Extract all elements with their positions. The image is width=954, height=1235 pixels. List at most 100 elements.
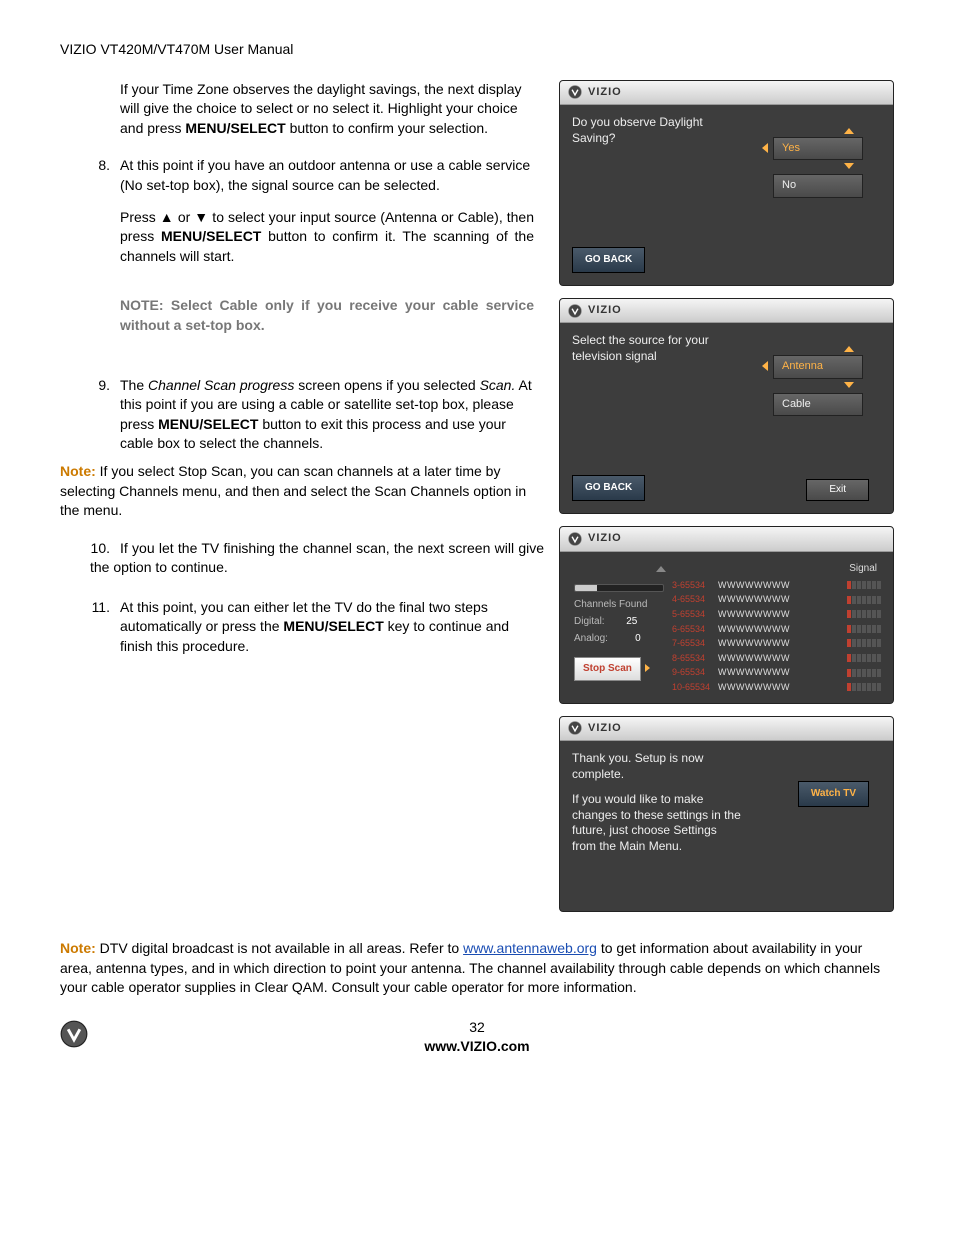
- text: The: [120, 377, 148, 393]
- option-antenna[interactable]: Antenna: [773, 355, 863, 378]
- channel-number: 10-65534: [672, 681, 712, 694]
- option-label: Yes: [782, 142, 800, 154]
- vizio-logo-icon: [568, 85, 582, 99]
- watch-tv-button[interactable]: Watch TV: [798, 781, 869, 807]
- vizio-footer-logo-icon: [60, 1020, 88, 1054]
- footer-url: www.VIZIO.com: [424, 1037, 529, 1057]
- note-text: DTV digital broadcast is not available i…: [96, 940, 463, 956]
- page-number: 32: [424, 1018, 529, 1038]
- vizio-logo-icon: [568, 721, 582, 735]
- channel-row: 5-65534WWWWWWWW: [668, 607, 885, 622]
- channels-found-label: Channels Found: [574, 598, 662, 612]
- page-footer: 32 www.VIZIO.com: [60, 1018, 894, 1057]
- signal-bars: [847, 581, 881, 589]
- channel-list: 3-65534WWWWWWWW4-65534WWWWWWWW5-65534WWW…: [668, 578, 885, 695]
- stop-scan-button[interactable]: Stop Scan: [574, 657, 641, 681]
- option-no[interactable]: No: [773, 174, 863, 197]
- vizio-logo-icon: [568, 304, 582, 318]
- menu-select-text: MENU/SELECT: [283, 618, 383, 634]
- go-back-button[interactable]: GO BACK: [572, 247, 645, 273]
- complete-text: Thank you. Setup is now complete.: [572, 751, 742, 782]
- option-yes[interactable]: Yes: [773, 137, 863, 160]
- channel-number: 7-65534: [672, 637, 712, 650]
- step-text: At this point if you have an outdoor ant…: [120, 156, 534, 195]
- channel-name: WWWWWWWW: [718, 666, 841, 679]
- channel-name: WWWWWWWW: [718, 652, 841, 665]
- brand-text: VIZIO: [588, 303, 622, 318]
- screenshot-daylight: VIZIO Do you observe Daylight Saving? Ye…: [559, 80, 894, 286]
- channel-row: 10-65534 WWWWWWWW: [668, 680, 885, 695]
- analog-label: Analog:: [574, 633, 608, 644]
- arrow-up-icon: [844, 346, 854, 352]
- note-stop-scan: Note: If you select Stop Scan, you can s…: [60, 462, 544, 521]
- bottom-note: Note: DTV digital broadcast is not avail…: [60, 939, 894, 998]
- channel-name: WWWWWWWW: [718, 681, 841, 694]
- channel-row: 8-65534 WWWWWWWW: [668, 651, 885, 666]
- arrow-down-icon: [844, 382, 854, 388]
- arrow-up-icon: [844, 128, 854, 134]
- text: button to confirm your selection.: [286, 120, 488, 136]
- screenshot-scan: VIZIO Signal Channels Found Digital: 25 …: [559, 526, 894, 703]
- vizio-logo-icon: [568, 532, 582, 546]
- option-label: Antenna: [782, 360, 823, 372]
- stop-scan-label: Stop Scan: [583, 663, 632, 674]
- scan-status-panel: Channels Found Digital: 25 Analog: 0 Sto…: [568, 578, 668, 695]
- signal-bars: [847, 610, 881, 618]
- option-label: Cable: [782, 398, 811, 410]
- step-number: 10.: [90, 539, 120, 559]
- channel-name: WWWWWWWW: [718, 623, 841, 636]
- screen-header: VIZIO: [560, 81, 893, 105]
- arrow-up-icon: [656, 566, 666, 572]
- note-label: Note:: [60, 940, 96, 956]
- step-9: 9. The Channel Scan progress screen open…: [60, 376, 544, 454]
- channel-number: 3-65534: [672, 579, 712, 592]
- signal-bars: [847, 596, 881, 604]
- option-label: No: [782, 179, 796, 191]
- note-text: If you select Stop Scan, you can scan ch…: [60, 463, 526, 518]
- right-column: VIZIO Do you observe Daylight Saving? Ye…: [559, 80, 894, 924]
- signal-bars: [847, 683, 881, 691]
- option-cable[interactable]: Cable: [773, 393, 863, 416]
- arrow-down-icon: [844, 163, 854, 169]
- menu-select-text: MENU/SELECT: [185, 120, 285, 136]
- channel-number: 8-65534: [672, 652, 712, 665]
- signal-label: Signal: [849, 562, 877, 576]
- exit-button[interactable]: Exit: [806, 479, 869, 501]
- menu-select-text: MENU/SELECT: [158, 416, 258, 432]
- channel-number: 4-65534: [672, 593, 712, 606]
- digital-value: 25: [607, 615, 637, 629]
- step-text: The Channel Scan progress screen opens i…: [120, 376, 544, 454]
- channel-name: WWWWWWWW: [718, 593, 841, 606]
- analog-value: 0: [611, 632, 641, 646]
- complete-text-2: If you would like to make changes to the…: [572, 792, 742, 854]
- step-number: 8.: [90, 156, 120, 335]
- channel-number: 5-65534: [672, 608, 712, 621]
- signal-bars: [847, 639, 881, 647]
- signal-bars: [847, 669, 881, 677]
- screen-header: VIZIO: [560, 299, 893, 323]
- arrow-left-icon: [762, 361, 768, 371]
- brand-text: VIZIO: [588, 721, 622, 736]
- channel-row: 6-65534 WWWWWWWW: [668, 622, 885, 637]
- channel-row: 7-65534WWWWWWWW: [668, 636, 885, 651]
- note-gray: NOTE: Select Cable only if you receive y…: [120, 296, 534, 335]
- text: screen opens if you selected: [294, 377, 479, 393]
- screen-header: VIZIO: [560, 717, 893, 741]
- antennaweb-link[interactable]: www.antennaweb.org: [463, 940, 597, 956]
- brand-text: VIZIO: [588, 531, 622, 546]
- channel-number: 6-65534: [672, 623, 712, 636]
- step-text: Press ▲ or ▼ to select your input source…: [120, 208, 534, 267]
- italic-text: Channel Scan progress: [148, 377, 294, 393]
- signal-bars: [847, 654, 881, 662]
- paragraph-daylight: If your Time Zone observes the daylight …: [120, 80, 544, 139]
- channel-row: 4-65534 WWWWWWWW: [668, 592, 885, 607]
- channel-number: 9-65534: [672, 666, 712, 679]
- channel-row: 3-65534WWWWWWWW: [668, 578, 885, 593]
- digital-label: Digital:: [574, 616, 605, 627]
- menu-select-text: MENU/SELECT: [161, 228, 261, 244]
- step-text: If you let the TV finishing the channel …: [90, 540, 544, 576]
- go-back-button[interactable]: GO BACK: [572, 475, 645, 501]
- signal-bars: [847, 625, 881, 633]
- screen-header: VIZIO: [560, 527, 893, 551]
- progress-bar: [574, 584, 664, 592]
